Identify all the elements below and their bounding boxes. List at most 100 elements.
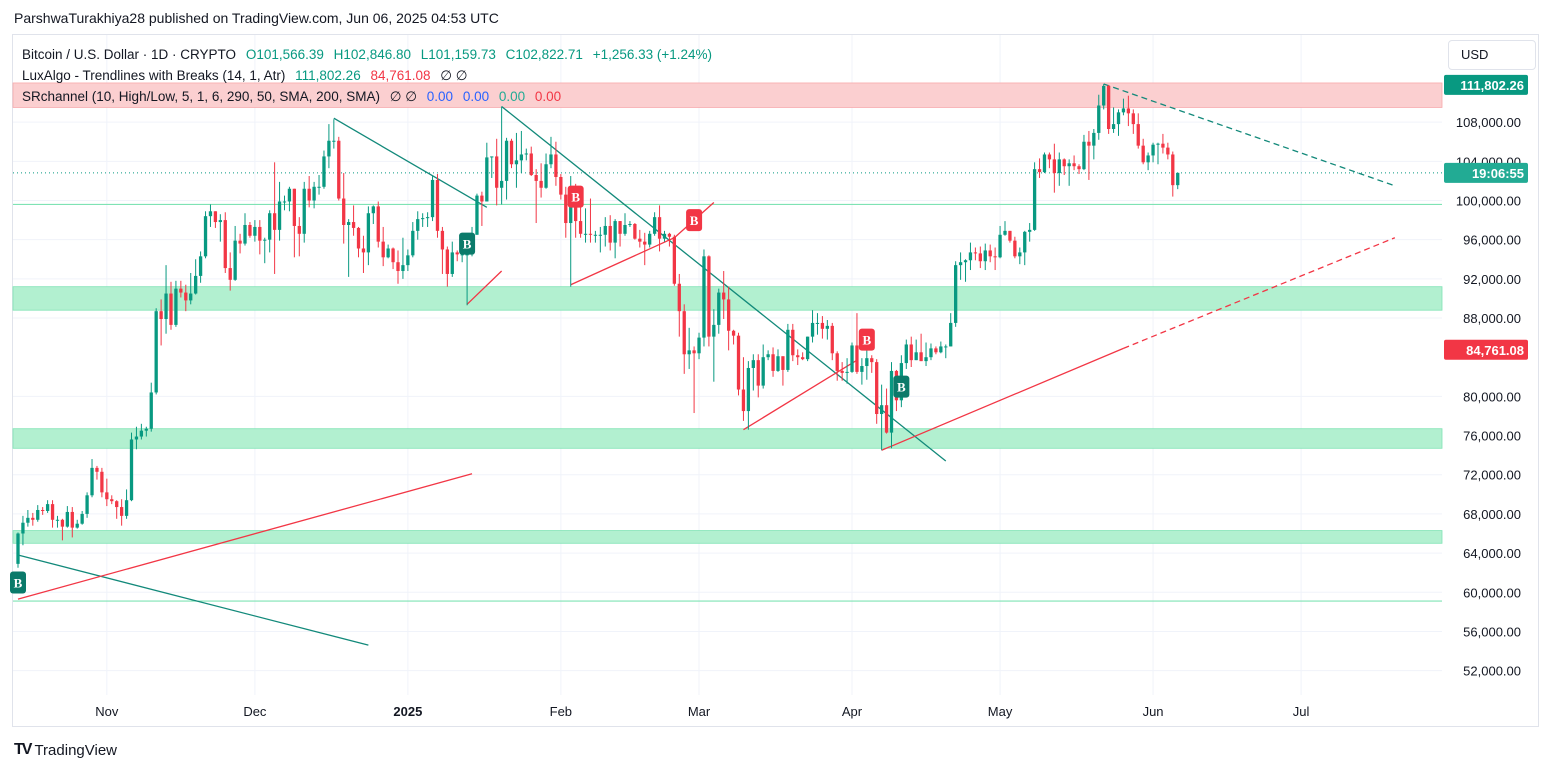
candle-body <box>973 252 978 254</box>
ohlc-close: C102,822.71 <box>505 47 583 62</box>
candle-body <box>628 224 632 226</box>
candle-body <box>475 195 479 235</box>
currency-button[interactable]: USD <box>1448 40 1536 70</box>
price-label: 84,761.08 <box>1466 343 1524 358</box>
candle-body <box>430 179 435 218</box>
candle-body <box>963 260 968 263</box>
candle-body <box>406 255 410 266</box>
candle-body <box>302 188 306 234</box>
candle-body <box>26 517 30 523</box>
candle-body <box>45 504 50 511</box>
candle-body <box>465 254 469 256</box>
candle-body <box>593 234 598 236</box>
candle-body <box>539 180 543 188</box>
y-tick-label: 88,000.00 <box>1463 311 1521 326</box>
candle-body <box>791 329 795 356</box>
candle-body <box>421 218 425 220</box>
trendline <box>881 347 1124 451</box>
candle-body <box>776 356 780 371</box>
candle-body <box>258 226 262 241</box>
break-marker-badge <box>567 185 584 208</box>
x-tick-label: 2025 <box>393 704 422 719</box>
candle-body <box>939 346 943 353</box>
candle-body <box>129 439 134 501</box>
candle-body <box>559 176 563 195</box>
candle-body <box>524 153 528 155</box>
candle-body <box>198 256 203 276</box>
legend-row-indicator-2[interactable]: SRchannel (10, High/Low, 5, 1, 6, 290, 5… <box>22 86 718 107</box>
candle-body <box>445 249 449 274</box>
candle-body <box>480 195 484 202</box>
candle-body <box>228 268 232 280</box>
candle-body <box>554 154 558 177</box>
candle-body <box>75 523 79 528</box>
price-label: 111,802.26 <box>1460 78 1524 93</box>
indicator-1-name[interactable]: LuxAlgo - Trendlines with Breaks (14, 1,… <box>22 68 286 83</box>
break-marker: B <box>858 328 875 351</box>
candle-body <box>1028 229 1032 232</box>
ohlc-high: H102,846.80 <box>333 47 411 62</box>
candle-body <box>100 471 104 493</box>
candle-body <box>786 329 790 370</box>
candle-body <box>1023 231 1027 253</box>
candle-body <box>564 194 568 224</box>
candle-body <box>253 226 257 236</box>
candle-body <box>351 222 356 228</box>
candle-body <box>919 352 923 362</box>
candle-body <box>929 348 933 358</box>
candle-body <box>677 283 681 312</box>
trendline <box>333 117 488 208</box>
candle-body <box>1126 108 1131 114</box>
candle-body <box>396 262 400 272</box>
trendline <box>570 237 675 286</box>
x-tick-label: Apr <box>842 704 863 719</box>
candle-body <box>218 220 222 223</box>
candle-body <box>238 240 242 244</box>
candle-body <box>949 322 953 347</box>
candle-body <box>1072 163 1076 167</box>
price-label-box <box>1444 339 1528 360</box>
candle-body <box>282 201 287 203</box>
ohlc-low: L101,159.73 <box>420 47 496 62</box>
candle-body <box>233 240 237 280</box>
candle-body <box>1141 145 1145 163</box>
candle-body <box>144 428 148 431</box>
candle-body <box>751 360 755 368</box>
candle-body <box>1008 230 1012 241</box>
y-tick-label: 80,000.00 <box>1463 389 1521 404</box>
sr-zone <box>12 530 1443 544</box>
candle-body <box>189 293 193 301</box>
candle-body <box>657 217 662 239</box>
candle-body <box>134 436 139 440</box>
candle-body <box>850 345 854 372</box>
candle-body <box>879 405 884 415</box>
legend-row-indicator-1[interactable]: LuxAlgo - Trendlines with Breaks (14, 1,… <box>22 65 718 86</box>
candle-body <box>194 275 198 294</box>
candle-body <box>495 156 499 188</box>
candle-body <box>608 225 612 243</box>
break-marker-badge <box>459 232 476 255</box>
candle-body <box>968 252 973 261</box>
candle-body <box>1037 169 1042 173</box>
candle-body <box>1161 143 1165 148</box>
candle-body <box>223 220 227 269</box>
candle-body <box>208 211 213 217</box>
candle-body <box>322 156 326 187</box>
candle-body <box>865 358 869 367</box>
candle-body <box>169 293 173 325</box>
candle-body <box>337 140 341 199</box>
candle-body <box>371 206 375 214</box>
candle-body <box>598 234 602 236</box>
candle-body <box>726 299 731 331</box>
symbol-name[interactable]: Bitcoin / U.S. Dollar · 1D · CRYPTO <box>22 47 237 62</box>
chart-legend: Bitcoin / U.S. Dollar · 1D · CRYPTO O101… <box>22 44 718 107</box>
candle-body <box>184 292 188 301</box>
indicator-2-name[interactable]: SRchannel (10, High/Low, 5, 1, 6, 290, 5… <box>22 89 380 104</box>
legend-row-symbol[interactable]: Bitcoin / U.S. Dollar · 1D · CRYPTO O101… <box>22 44 718 65</box>
candle-body <box>1116 112 1121 125</box>
candle-body <box>702 256 706 338</box>
x-tick-label: Jun <box>1143 704 1164 719</box>
tradingview-brand[interactable]: TV TradingView <box>14 741 117 759</box>
candle-body <box>366 213 371 253</box>
